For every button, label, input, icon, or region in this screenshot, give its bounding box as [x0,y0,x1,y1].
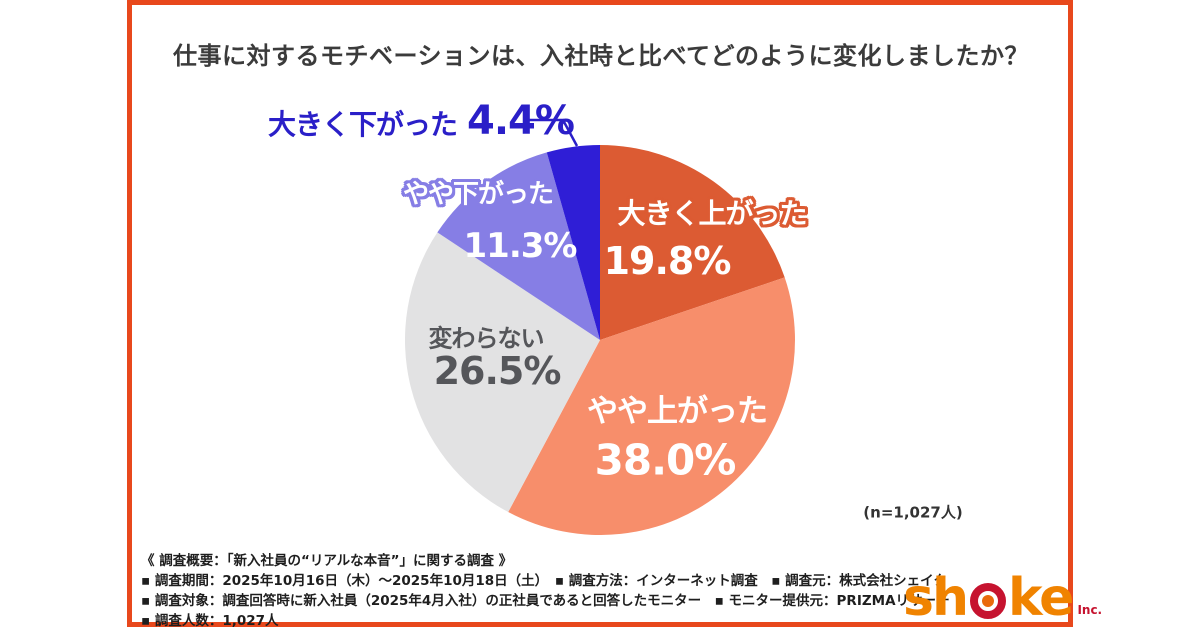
pie-chart [405,145,795,535]
slice-label-up-slight: やや上がった [587,393,768,430]
logo-inc-suffix: Inc. [1077,603,1103,617]
logo-text-ke: ke [1007,568,1074,628]
callout-line [525,118,579,147]
survey-target-provider: ▪ 調査対象：調査回答時に新入社員（2025年4月入社）の正社員であると回答した… [141,593,950,609]
pie-slice-up-big [600,145,785,340]
slice-label-down-big: 大きく下がった [268,108,458,141]
page-title: 仕事に対するモチベーションは、入社時と比べてどのように変化しましたか？ [172,42,1030,70]
survey-overview: 《 調査概要：「新入社員の“リアルな本音”」に関する調査 》 ▪ 調査期間：20… [141,551,950,630]
pie-slice-up-slight [508,277,795,535]
slice-value-down-slight: 11.3% [463,226,578,266]
pie-slice-down-slight [437,152,600,340]
logo-a-dot-icon [981,595,994,607]
slice-value-same: 26.5% [433,349,562,393]
callout-line-path [525,118,579,147]
logo-a-ring-icon [969,583,1006,619]
slice-label-down-slight: やや下がった [402,179,554,210]
pie-slice-down-big [546,145,600,340]
survey-respondents: ▪ 調査人数：1,027人 [141,613,279,629]
survey-overview-title: 《 調査概要：「新入社員の“リアルな本音”」に関する調査 》 [141,553,513,569]
company-logo: sh ke Inc. [903,568,1103,628]
slice-value-up-slight: 38.0% [594,435,737,485]
pie-slice-same [405,232,600,513]
slice-label-same: 変わらない [428,324,545,353]
survey-period-method-source: ▪ 調査期間：2025年10月16日（木）～2025年10月18日（土） ▪ 調… [141,573,947,589]
slice-label-up-big: 大きく上がった [617,197,807,230]
slice-callout-down-big: 大きく下がった 4.4% [268,98,575,144]
slice-value-up-big: 19.8% [603,239,732,283]
logo-text-sh: sh [903,568,969,628]
sample-size-note: (n=1,027人) [863,503,963,522]
